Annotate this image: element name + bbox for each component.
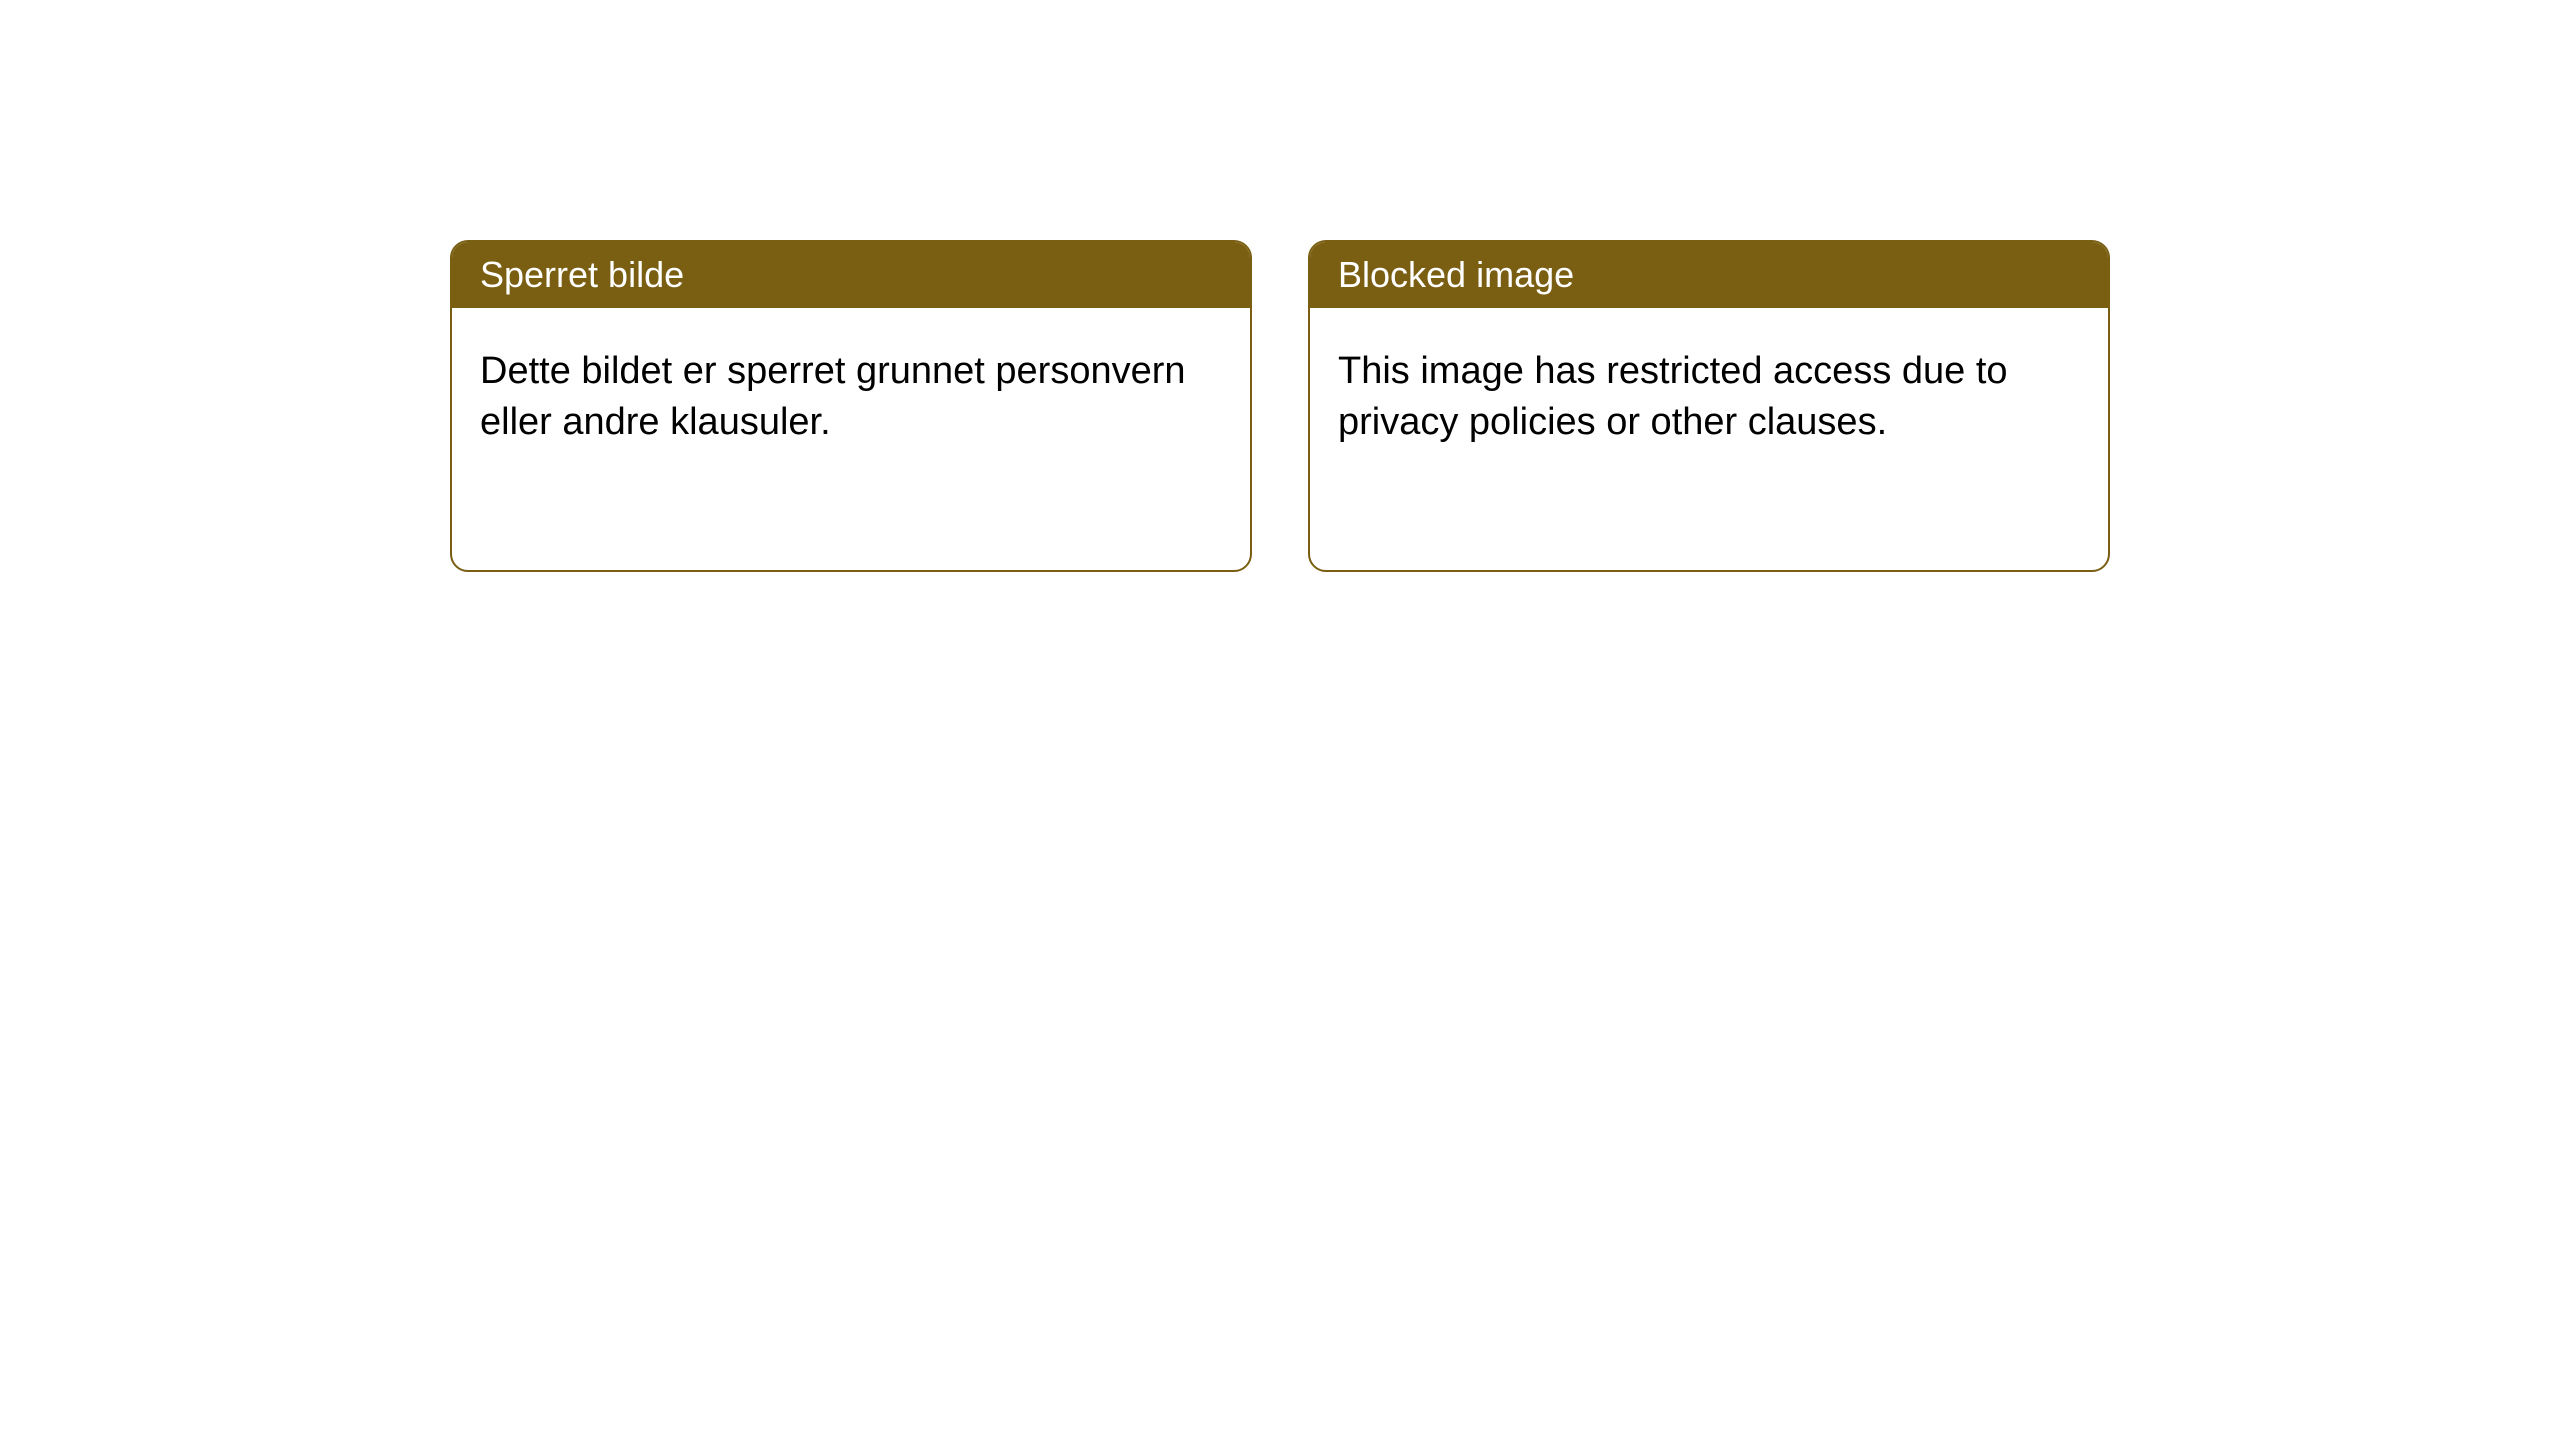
notice-card-norwegian: Sperret bilde Dette bildet er sperret gr… [450, 240, 1252, 572]
card-body-text: This image has restricted access due to … [1338, 350, 2008, 443]
card-body: Dette bildet er sperret grunnet personve… [452, 308, 1250, 487]
card-header: Sperret bilde [452, 242, 1250, 308]
card-header: Blocked image [1310, 242, 2108, 308]
notice-container: Sperret bilde Dette bildet er sperret gr… [0, 0, 2560, 572]
card-title: Sperret bilde [480, 254, 684, 295]
card-title: Blocked image [1338, 254, 1574, 295]
card-body-text: Dette bildet er sperret grunnet personve… [480, 350, 1186, 443]
card-body: This image has restricted access due to … [1310, 308, 2108, 487]
notice-card-english: Blocked image This image has restricted … [1308, 240, 2110, 572]
